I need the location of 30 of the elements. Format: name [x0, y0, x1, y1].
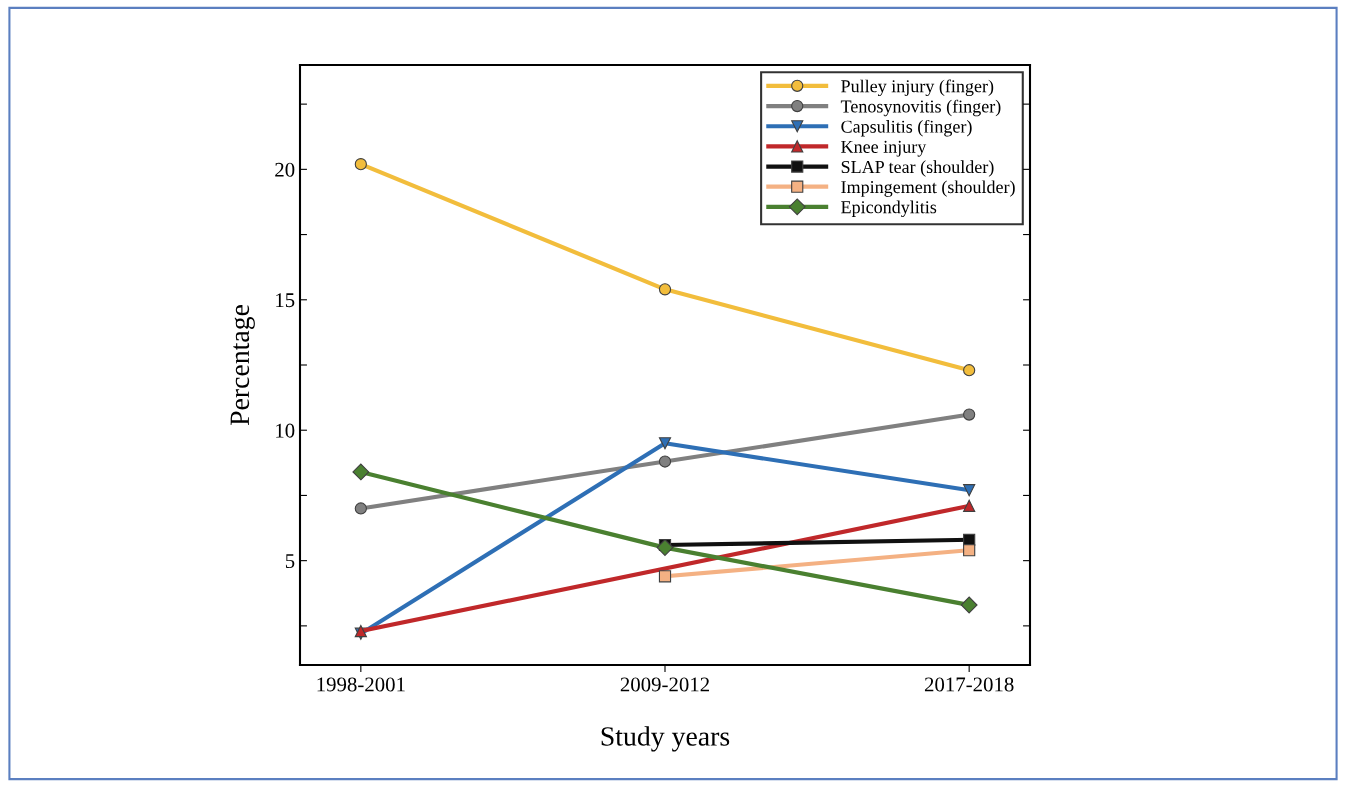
point [658, 455, 672, 468]
y-tick-label: 10 [276, 423, 295, 438]
point [354, 158, 367, 171]
x-tick-label: 1998-2001 [317, 677, 405, 692]
point [963, 499, 976, 512]
legend-label: Impingement (shoulder) [841, 180, 1015, 197]
point [656, 539, 674, 557]
point [658, 437, 672, 450]
point [658, 283, 672, 296]
legend-label: Knee injury [841, 140, 927, 157]
point [658, 570, 672, 583]
x-tick-label: 2017-2018 [924, 677, 1014, 692]
point [960, 596, 978, 614]
y-tick-label: 20 [275, 162, 295, 177]
point [352, 463, 370, 481]
legend-label: Tenosynovitis (finger) [840, 99, 1001, 117]
x-axis-title: Study years [601, 726, 730, 752]
point [963, 484, 976, 497]
legend-label: Pulley injury (finger) [841, 79, 994, 97]
legend-label: Capsulitis (finger) [841, 119, 972, 137]
x-tick-label: 2009-2012 [620, 677, 709, 692]
y-tick-label: 15 [276, 293, 295, 308]
y-axis-title: Percentage [230, 305, 255, 426]
point [354, 502, 367, 515]
y-tick-label: 5 [285, 554, 295, 569]
point [963, 364, 976, 377]
legend-label: SLAP tear (shoulder) [841, 160, 994, 177]
legend-label: Epicondylitis [841, 200, 937, 218]
point [963, 408, 976, 421]
point [963, 544, 976, 557]
